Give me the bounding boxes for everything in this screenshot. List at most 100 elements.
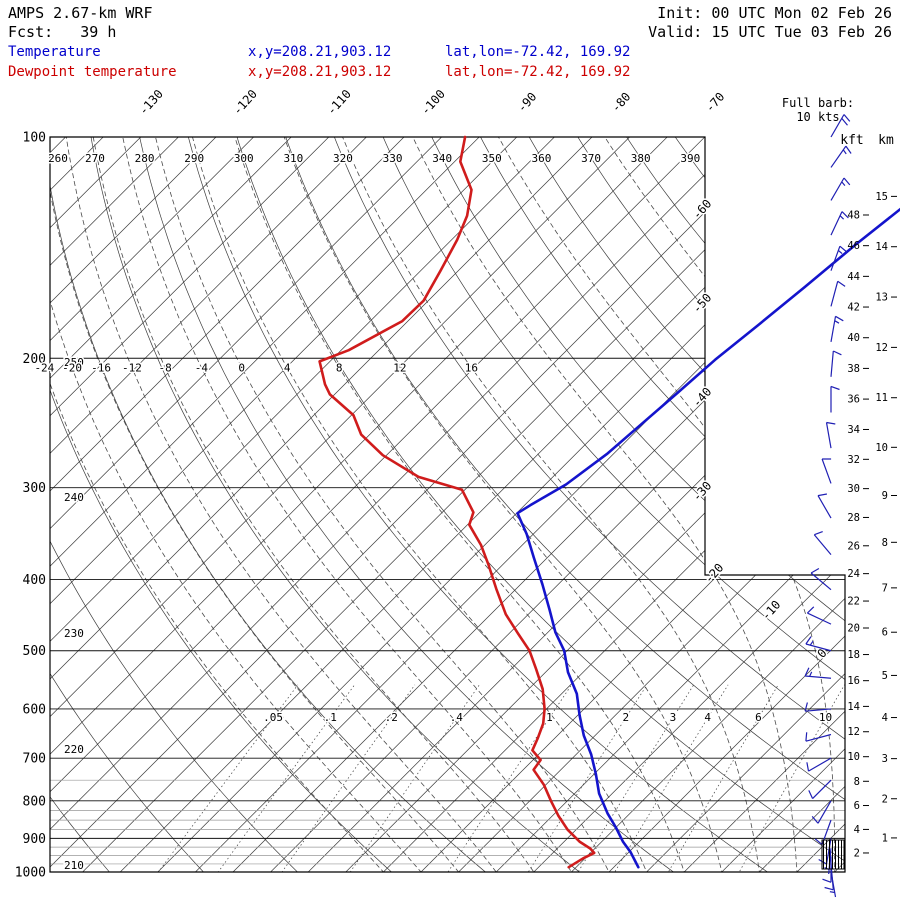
kft-tick-label: 12 <box>847 726 860 738</box>
kft-tick-label: 4 <box>854 824 860 836</box>
dry-adiabat-label-left: 240 <box>64 491 84 504</box>
dry-adiabat-label-top: 260 <box>48 152 68 165</box>
dry-adiabat-line <box>184 137 794 872</box>
isotherm-line <box>50 137 446 872</box>
dry-adiabat-line <box>377 137 845 872</box>
wind-barb <box>804 667 832 679</box>
mixing-ratio-line <box>269 684 416 872</box>
moist-adiabat-line <box>149 137 620 872</box>
dry-adiabat-line <box>136 137 699 872</box>
moist-adiabat-label: -16 <box>91 362 111 375</box>
isotherm-label-top: -70 <box>703 90 728 115</box>
isotherm-line <box>50 137 710 872</box>
wind-barb <box>830 280 846 307</box>
kft-tick-label: 40 <box>847 332 860 344</box>
dry-adiabat-label-top: 320 <box>333 152 353 165</box>
isotherm-line <box>529 137 845 872</box>
kft-tick-label: 16 <box>847 675 860 687</box>
pressure-tick-label: 400 <box>23 573 46 588</box>
km-tick-label: 14 <box>875 241 888 253</box>
isotherm-line <box>78 137 822 872</box>
km-tick-label: 12 <box>875 342 888 354</box>
model-title: AMPS 2.67-km WRF <box>8 4 153 22</box>
dry-adiabat-label-top: 330 <box>383 152 403 165</box>
kft-tick-label: 34 <box>847 424 860 436</box>
kft-tick-label: 10 <box>847 751 860 763</box>
km-tick-label: 4 <box>882 712 888 724</box>
legend-dewpoint-latlon: lat,lon=-72.42, 169.92 <box>445 64 631 80</box>
dry-adiabat-label-top: 370 <box>581 152 601 165</box>
valid-time: Valid: 15 UTC Tue 03 Feb 26 <box>648 23 892 41</box>
isotherm-label-top: -130 <box>136 87 166 118</box>
isotherm-label-top: -120 <box>230 87 260 118</box>
km-tick-label: 10 <box>875 442 888 454</box>
moist-adiabat-line <box>227 137 691 872</box>
mixing-ratio-line <box>205 684 355 872</box>
surface-hatch-marker <box>821 839 845 870</box>
wind-barb <box>806 606 832 625</box>
wind-barb <box>804 702 832 712</box>
isotherm-line <box>50 137 484 872</box>
mixing-ratio-label: 6 <box>755 711 762 724</box>
isotherm-line <box>153 137 845 872</box>
km-tick-label: 15 <box>875 191 888 203</box>
legend-dewpoint-xy: x,y=208.21,903.12 <box>248 64 392 80</box>
moist-adiabat-line <box>185 137 655 872</box>
dry-adiabat-label-left: 210 <box>64 859 84 872</box>
km-tick-label: 13 <box>875 292 888 304</box>
dry-adiabat-line <box>521 137 845 872</box>
wind-barb <box>830 315 844 342</box>
kft-tick-label: 14 <box>847 701 860 713</box>
moist-adiabat-label: 8 <box>336 362 343 375</box>
isotherm-label-right: -40 <box>690 385 715 410</box>
mixing-ratio-label: .4 <box>450 711 464 724</box>
isotherm-line <box>717 137 845 872</box>
isotherm-line <box>50 137 371 872</box>
kft-header: kft <box>840 133 863 148</box>
isotherm-line <box>50 137 672 872</box>
moist-adiabat-label: 16 <box>465 362 478 375</box>
pressure-tick-label: 1000 <box>15 866 46 881</box>
dry-adiabat-label-top: 350 <box>482 152 502 165</box>
legend-temperature-xy: x,y=208.21,903.12 <box>248 44 392 60</box>
moist-adiabat-line <box>401 137 799 872</box>
mixing-ratio-line <box>145 684 299 872</box>
isotherm-line <box>379 137 845 872</box>
kft-tick-label: 26 <box>847 540 860 552</box>
wind-barb <box>817 493 832 519</box>
wind-barb <box>821 458 832 484</box>
isotherm-line <box>50 137 183 872</box>
kft-tick-label: 30 <box>847 483 860 495</box>
barb-legend-line2: 10 kts <box>796 110 839 124</box>
dry-adiabat-line <box>280 137 845 872</box>
wind-barb <box>813 531 832 556</box>
pressure-tick-label: 500 <box>23 644 46 659</box>
isotherm-line <box>491 137 845 872</box>
moist-adiabat-line <box>275 137 727 872</box>
isotherm-line <box>50 137 258 872</box>
dry-adiabat-line <box>232 137 845 872</box>
isotherm-line <box>266 137 845 872</box>
moist-adiabat-label: -8 <box>158 362 171 375</box>
isotherm-label-right: -60 <box>690 197 715 222</box>
moist-adiabat-line <box>117 137 584 872</box>
wind-barb <box>830 114 851 138</box>
isotherm-line <box>454 137 845 872</box>
km-tick-label: 7 <box>882 582 888 594</box>
kft-tick-label: 24 <box>847 568 860 580</box>
mixing-ratio-label: .1 <box>324 711 337 724</box>
kft-tick-label: 28 <box>847 512 860 524</box>
isotherm-line <box>642 137 845 872</box>
pressure-tick-label: 800 <box>23 794 46 809</box>
km-tick-label: 3 <box>882 753 888 765</box>
moist-adiabat-label: 4 <box>284 362 291 375</box>
wind-barb <box>808 779 832 800</box>
dry-adiabat-line <box>569 137 845 872</box>
km-tick-label: 2 <box>882 793 888 805</box>
dry-adiabat-line <box>50 137 126 872</box>
moist-adiabat-line <box>50 137 401 872</box>
isotherm-line <box>50 137 559 872</box>
isotherm-line <box>115 137 845 872</box>
pressure-tick-label: 100 <box>23 131 46 146</box>
